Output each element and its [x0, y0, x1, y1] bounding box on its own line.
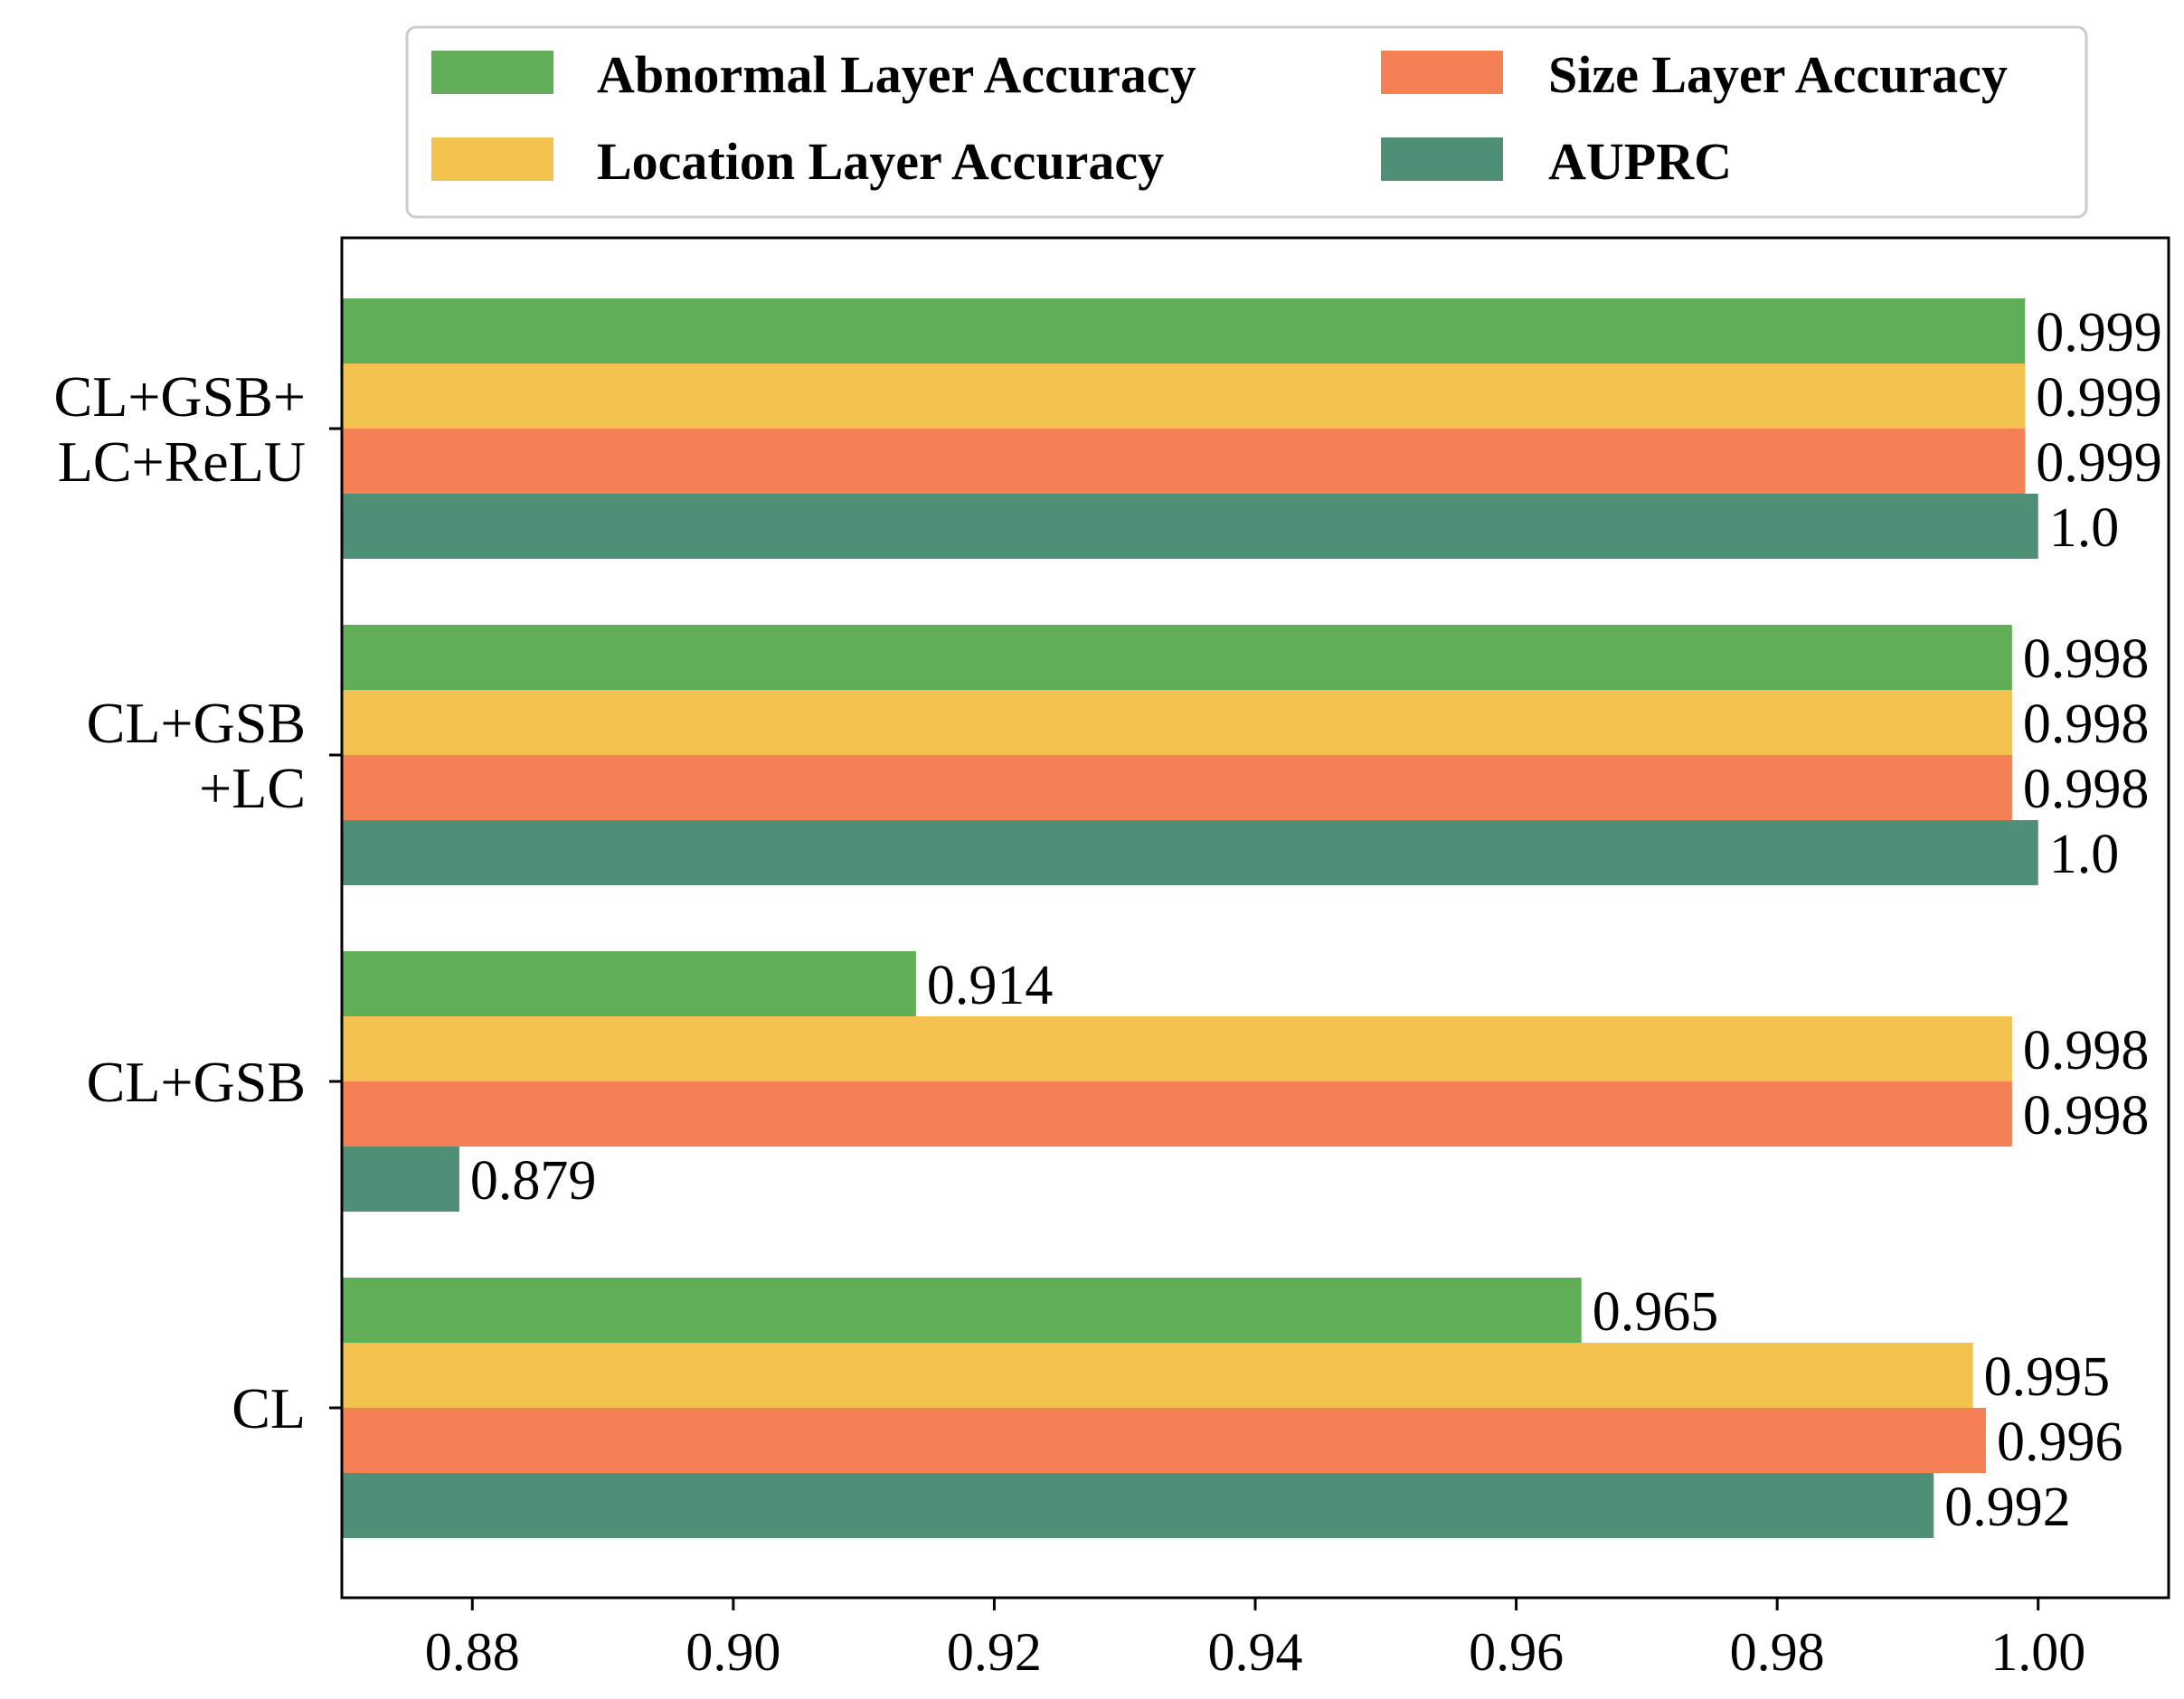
data-label-2-3: 0.879 [470, 1150, 597, 1212]
bar-2-1 [342, 1016, 2012, 1081]
legend-swatch-2 [1381, 51, 1503, 94]
x-tick-label-1: 0.90 [685, 1622, 780, 1682]
bar-3-3 [342, 1473, 1934, 1538]
data-label-3-3: 0.992 [1944, 1477, 2071, 1538]
y-category-label-2-0: CL+GSB [87, 1050, 306, 1114]
bar-series: 0.9990.9990.9991.00.9980.9980.9981.00.91… [342, 298, 2162, 1538]
legend-swatch-0 [431, 51, 553, 94]
legend-label-2: Size Layer Accuracy [1548, 45, 2008, 104]
y-category-label-1-0: CL+GSB [87, 691, 306, 755]
data-label-0-2: 0.999 [2036, 432, 2162, 494]
bar-2-2 [342, 1081, 2012, 1147]
bar-3-0 [342, 1278, 1582, 1343]
y-category-label-0-0: CL+GSB+ [54, 364, 306, 429]
bar-0-3 [342, 494, 2038, 559]
data-label-2-2: 0.998 [2023, 1085, 2150, 1147]
axes: 0.88 0.90 0.92 0.94 0.96 0.98 1.00 CL+GSB+LC+Re… [54, 364, 2086, 1682]
data-label-2-0: 0.914 [927, 955, 1054, 1016]
bar-1-0 [342, 625, 2012, 690]
bar-2-0 [342, 951, 916, 1016]
legend-frame [405, 25, 2088, 219]
y-category-label-0-1: LC+ReLU [58, 429, 306, 494]
y-category-label-1-1: +LC [199, 756, 306, 820]
data-label-0-3: 1.0 [2049, 497, 2120, 559]
bar-0-1 [342, 363, 2026, 429]
legend: Abnormal Layer Accuracy Location Layer Ac… [405, 25, 2088, 219]
x-tick-label-5: 0.98 [1730, 1622, 1825, 1682]
x-tick-label-0: 0.88 [425, 1622, 520, 1682]
bar-2-3 [342, 1147, 459, 1212]
data-label-0-1: 0.999 [2036, 367, 2162, 429]
bar-0-0 [342, 298, 2026, 363]
bar-0-2 [342, 429, 2026, 494]
data-label-2-1: 0.998 [2023, 1020, 2150, 1081]
data-label-1-3: 1.0 [2049, 824, 2120, 885]
data-label-3-0: 0.965 [1593, 1281, 1719, 1343]
bar-1-1 [342, 690, 2012, 755]
legend-swatch-1 [431, 137, 553, 181]
data-label-0-0: 0.999 [2036, 302, 2162, 363]
x-tick-label-4: 0.96 [1469, 1622, 1564, 1682]
legend-swatch-3 [1381, 137, 1503, 181]
bar-1-3 [342, 820, 2038, 885]
x-tick-label-3: 0.94 [1208, 1622, 1303, 1682]
y-category-label-3-0: CL [232, 1376, 306, 1440]
legend-label-1: Location Layer Accuracy [597, 132, 1164, 191]
data-label-1-1: 0.998 [2023, 694, 2150, 755]
legend-label-0: Abnormal Layer Accuracy [597, 45, 1196, 104]
bar-1-2 [342, 755, 2012, 820]
bar-3-2 [342, 1408, 1986, 1473]
x-tick-label-6: 1.00 [1990, 1622, 2085, 1682]
data-label-3-2: 0.996 [1997, 1411, 2123, 1473]
x-tick-label-2: 0.92 [947, 1622, 1042, 1682]
legend-label-3: AUPRC [1548, 132, 1732, 191]
data-label-3-1: 0.995 [1984, 1346, 2111, 1408]
data-label-1-0: 0.998 [2023, 628, 2150, 690]
data-label-1-2: 0.998 [2023, 759, 2150, 820]
bar-3-1 [342, 1343, 1973, 1408]
